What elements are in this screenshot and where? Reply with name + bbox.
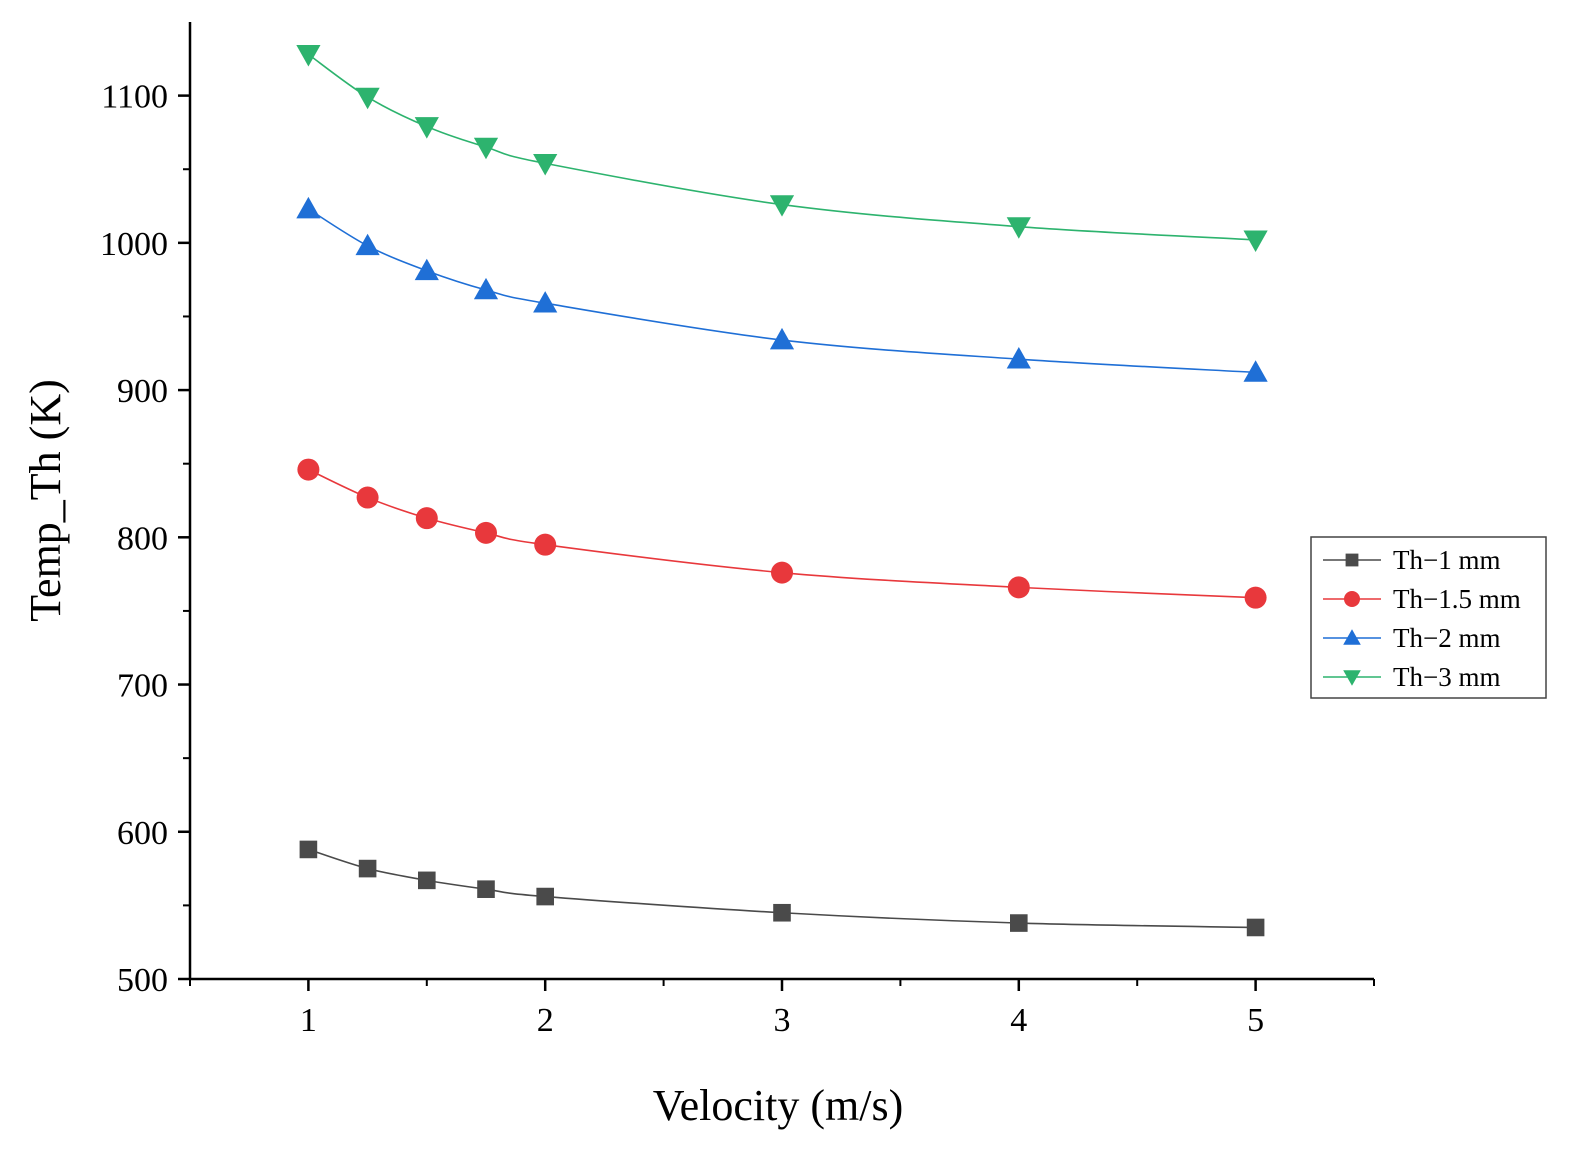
- data-point-series-2: [473, 277, 499, 300]
- data-point-series-0: [299, 840, 318, 859]
- data-point-series-1: [771, 561, 793, 584]
- data-point-series-3: [1006, 217, 1031, 239]
- legend-marker-0: [1345, 553, 1359, 567]
- data-point-series-0: [773, 903, 791, 922]
- data-point-series-1: [1007, 576, 1030, 599]
- series-line-3: [307, 53, 1256, 241]
- legend-marker-3: [1343, 670, 1361, 686]
- series-markers: [296, 45, 1268, 937]
- y-axis-title: Temp_Th (K): [21, 379, 70, 622]
- y-tick-label: 1100: [101, 79, 168, 116]
- axes: 500 600 700 800 900 1000 1100 1 2 3 4 5: [100, 22, 1375, 1039]
- data-point-series-2: [355, 233, 380, 256]
- legend-label-0: Th−1 mm: [1393, 545, 1500, 575]
- data-point-series-1: [356, 486, 379, 509]
- data-point-series-0: [418, 871, 436, 890]
- data-point-series-1: [475, 521, 497, 544]
- legend-marker-1: [1344, 591, 1360, 607]
- data-point-series-1: [534, 533, 557, 556]
- data-point-series-0: [358, 859, 377, 878]
- y-tick-label: 900: [117, 373, 168, 410]
- data-point-series-3: [296, 45, 321, 67]
- data-point-series-1: [415, 507, 438, 530]
- legend: Th−1 mm Th−1.5 mm Th−2 mm Th−3 mm: [1310, 536, 1547, 699]
- series-lines: [307, 53, 1256, 929]
- series-line-0: [308, 848, 1256, 929]
- data-point-series-3: [473, 137, 499, 160]
- y-tick-label: 700: [117, 668, 168, 705]
- data-point-series-0: [536, 887, 554, 906]
- y-tick-label: 600: [117, 815, 168, 852]
- x-axis-title: Velocity (m/s): [653, 1081, 904, 1130]
- data-point-series-2: [296, 196, 321, 219]
- data-point-series-2: [1006, 347, 1031, 369]
- data-point-series-1: [1244, 586, 1267, 609]
- data-point-series-3: [769, 195, 795, 217]
- data-point-series-2: [533, 291, 558, 313]
- data-point-series-0: [477, 880, 495, 898]
- x-tick-label: 1: [300, 1002, 317, 1039]
- data-point-series-0: [1010, 914, 1028, 932]
- y-tick-label: 500: [117, 962, 168, 999]
- legend-label-2: Th−2 mm: [1393, 623, 1500, 653]
- data-point-series-2: [414, 258, 439, 281]
- x-tick-label: 5: [1247, 1002, 1264, 1039]
- data-point-series-3: [355, 87, 380, 110]
- x-tick-label: 4: [1010, 1002, 1027, 1039]
- data-point-series-0: [1246, 918, 1265, 937]
- data-point-series-3: [533, 153, 558, 176]
- legend-label-1: Th−1.5 mm: [1393, 584, 1521, 614]
- x-tick-label: 2: [537, 1002, 554, 1039]
- y-tick-label: 800: [117, 520, 168, 557]
- data-point-series-3: [1243, 230, 1268, 253]
- x-tick-label: 3: [774, 1002, 791, 1039]
- series-line-2: [307, 208, 1256, 374]
- data-point-series-3: [414, 117, 439, 139]
- data-point-series-1: [297, 458, 320, 481]
- data-point-series-2: [1243, 360, 1268, 382]
- series-line-1: [308, 468, 1256, 599]
- y-tick-label: 1000: [100, 226, 168, 263]
- legend-label-3: Th−3 mm: [1393, 662, 1500, 692]
- data-point-series-2: [769, 327, 795, 350]
- legend-marker-2: [1343, 629, 1361, 645]
